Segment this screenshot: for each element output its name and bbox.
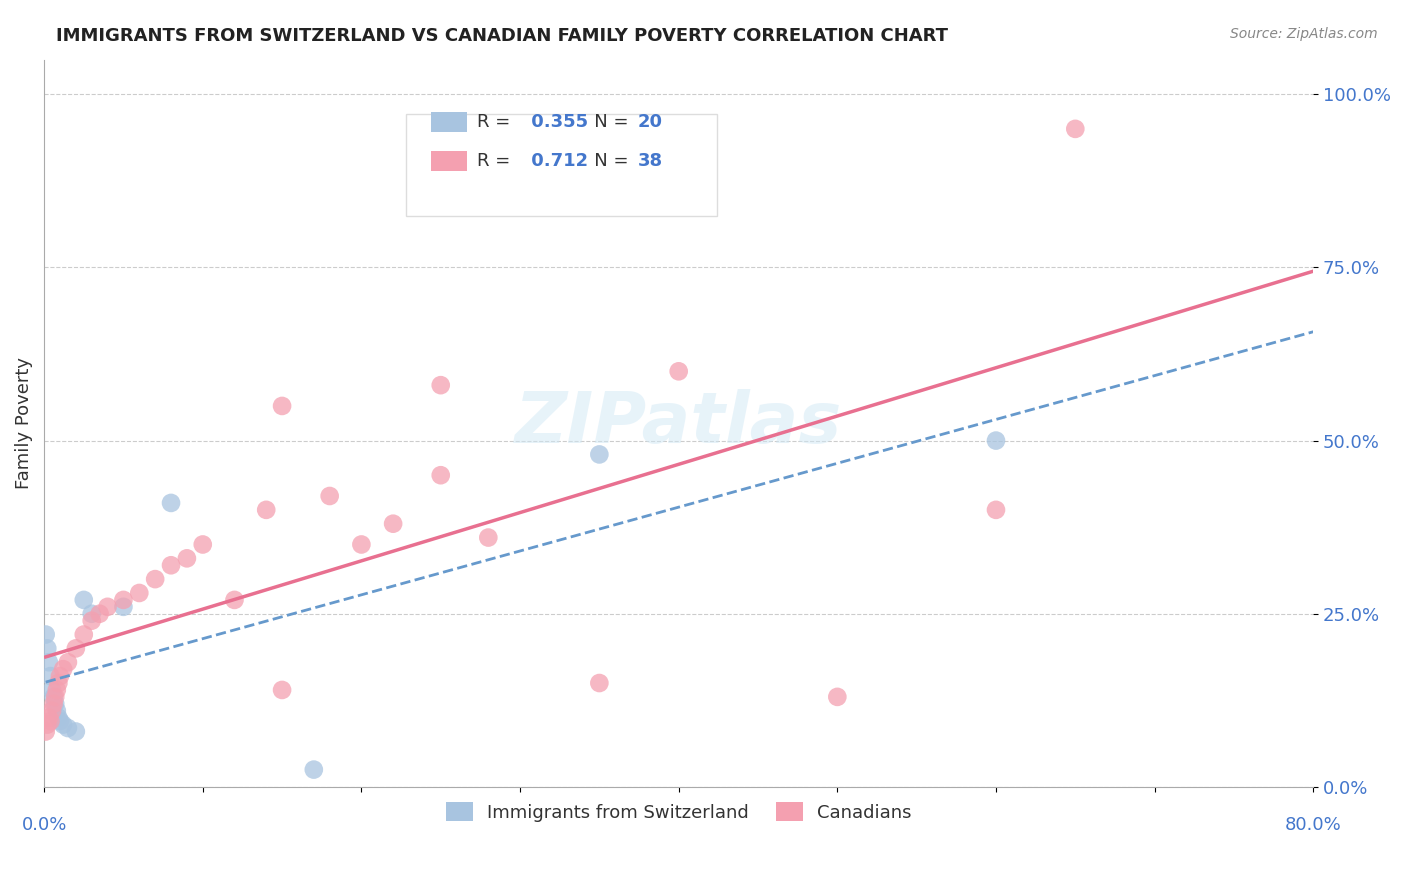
Point <box>56 721 79 735</box>
Point <box>65 724 87 739</box>
Point <box>176 551 198 566</box>
Text: R =: R = <box>477 152 516 169</box>
Point <box>44 690 66 704</box>
Point <box>65 641 87 656</box>
FancyBboxPatch shape <box>432 151 467 171</box>
Point <box>39 714 62 728</box>
Point <box>80 614 103 628</box>
Point <box>984 434 1007 448</box>
Point <box>429 378 451 392</box>
Point <box>588 447 610 461</box>
Point <box>429 468 451 483</box>
Point <box>73 593 96 607</box>
Text: 38: 38 <box>638 152 664 169</box>
Point <box>38 655 60 669</box>
Point <box>1064 121 1087 136</box>
Point <box>318 489 340 503</box>
Point <box>271 399 294 413</box>
Point <box>49 714 72 728</box>
Y-axis label: Family Poverty: Family Poverty <box>15 358 32 490</box>
Text: 0.355: 0.355 <box>524 113 588 131</box>
Text: N =: N = <box>576 152 634 169</box>
Point <box>42 697 65 711</box>
Point <box>45 682 67 697</box>
Point <box>477 531 499 545</box>
Text: ZIPatlas: ZIPatlas <box>515 389 842 458</box>
Point <box>35 724 58 739</box>
Point <box>37 641 59 656</box>
Text: 0.0%: 0.0% <box>21 816 67 834</box>
FancyBboxPatch shape <box>406 114 717 216</box>
Point <box>97 599 120 614</box>
Point <box>382 516 405 531</box>
Point <box>191 537 214 551</box>
Point <box>56 655 79 669</box>
Point <box>160 558 183 573</box>
Point <box>52 717 75 731</box>
Point <box>52 662 75 676</box>
Text: 80.0%: 80.0% <box>1285 816 1341 834</box>
Text: IMMIGRANTS FROM SWITZERLAND VS CANADIAN FAMILY POVERTY CORRELATION CHART: IMMIGRANTS FROM SWITZERLAND VS CANADIAN … <box>56 27 948 45</box>
Text: Source: ZipAtlas.com: Source: ZipAtlas.com <box>1230 27 1378 41</box>
Point <box>128 586 150 600</box>
Point <box>89 607 111 621</box>
Point <box>143 572 166 586</box>
Point <box>668 364 690 378</box>
Point <box>38 711 60 725</box>
Point <box>35 627 58 641</box>
Point <box>41 704 63 718</box>
Point <box>224 593 246 607</box>
Point <box>44 697 66 711</box>
Point <box>48 711 70 725</box>
Point <box>160 496 183 510</box>
Point <box>48 676 70 690</box>
Point <box>45 704 67 718</box>
Point <box>588 676 610 690</box>
Point <box>112 599 135 614</box>
Point <box>42 690 65 704</box>
Point <box>302 763 325 777</box>
Legend: Immigrants from Switzerland, Canadians: Immigrants from Switzerland, Canadians <box>439 795 920 829</box>
Text: N =: N = <box>576 113 634 131</box>
Point <box>254 503 277 517</box>
Point <box>41 682 63 697</box>
Point <box>827 690 849 704</box>
Text: R =: R = <box>477 113 516 131</box>
Point <box>37 717 59 731</box>
Point <box>80 607 103 621</box>
Point <box>984 503 1007 517</box>
Text: 0.712: 0.712 <box>524 152 588 169</box>
Point <box>73 627 96 641</box>
FancyBboxPatch shape <box>432 112 467 132</box>
Point <box>112 593 135 607</box>
Point <box>39 669 62 683</box>
Point <box>350 537 373 551</box>
Point <box>49 669 72 683</box>
Text: 20: 20 <box>638 113 664 131</box>
Point <box>271 682 294 697</box>
